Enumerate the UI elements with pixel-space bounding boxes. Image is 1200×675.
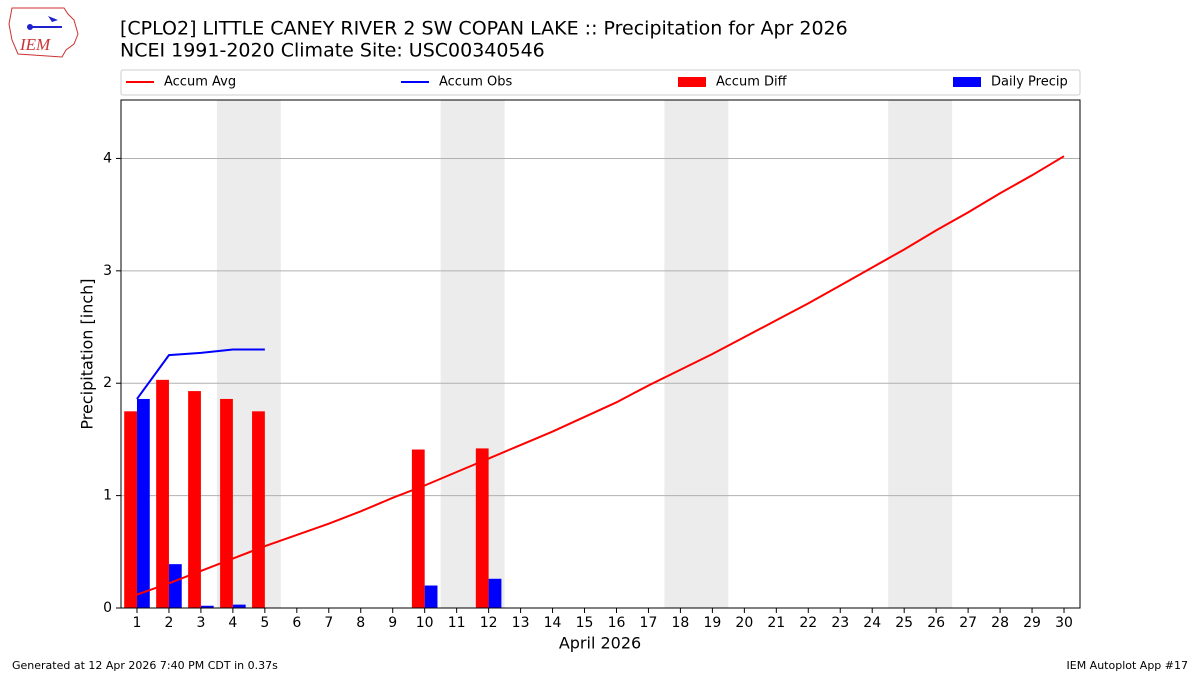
- logo-text: IEM: [19, 35, 51, 54]
- chart-title: [CPLO2] LITTLE CANEY RIVER 2 SW COPAN LA…: [120, 18, 848, 40]
- x-tick-label: 30: [1055, 615, 1073, 631]
- x-tick-label: 25: [895, 615, 913, 631]
- x-tick-label: 19: [703, 615, 721, 631]
- x-tick-label: 7: [324, 615, 333, 631]
- legend-label: Accum Obs: [439, 75, 512, 90]
- y-tick-label: 0: [103, 600, 112, 616]
- x-tick-label: 10: [416, 615, 434, 631]
- bar: [188, 391, 201, 608]
- footer-left: Generated at 12 Apr 2026 7:40 PM CDT in …: [12, 659, 278, 672]
- bar: [232, 604, 246, 608]
- line: [136, 348, 265, 400]
- x-tick-label: 8: [356, 615, 365, 631]
- x-tick-label: 13: [512, 615, 530, 631]
- footer-right: IEM Autoplot App #17: [1067, 659, 1189, 672]
- x-tick-label: 6: [292, 615, 301, 631]
- y-tick-label: 3: [103, 263, 112, 279]
- weekend-shade: [440, 100, 505, 608]
- x-tick-label: 16: [608, 615, 626, 631]
- x-tick-label: 17: [640, 615, 658, 631]
- x-axis-label: April 2026: [559, 634, 641, 653]
- x-tick-label: 9: [388, 615, 397, 631]
- x-tick-label: 4: [228, 615, 237, 631]
- weekend-shade: [888, 100, 953, 608]
- bar: [220, 398, 233, 608]
- x-tick-label: 3: [196, 615, 205, 631]
- x-tick-label: 27: [959, 615, 977, 631]
- bar: [475, 448, 489, 608]
- x-tick-label: 1: [133, 615, 142, 631]
- line: [136, 155, 1065, 596]
- x-tick-label: 24: [863, 615, 881, 631]
- weekend-shade: [664, 100, 729, 608]
- logo-outline: [8, 7, 79, 58]
- x-tick-label: 28: [991, 615, 1009, 631]
- x-tick-label: 12: [480, 615, 498, 631]
- legend-label: Daily Precip: [991, 75, 1068, 90]
- chart-subtitle: NCEI 1991-2020 Climate Site: USC00340546: [120, 40, 545, 62]
- x-tick-label: 21: [767, 615, 785, 631]
- x-tick-label: 5: [260, 615, 269, 631]
- legend-label: Accum Diff: [716, 75, 788, 90]
- x-tick-label: 23: [831, 615, 849, 631]
- y-tick-label: 1: [103, 488, 112, 504]
- x-tick-label: 15: [576, 615, 594, 631]
- bar: [488, 578, 502, 608]
- x-tick-label: 14: [544, 615, 562, 631]
- bar: [424, 585, 438, 608]
- x-tick-label: 26: [927, 615, 945, 631]
- bar: [200, 605, 214, 608]
- logo-icon: [48, 16, 58, 22]
- bar: [124, 411, 137, 608]
- logo: IEM: [8, 7, 79, 58]
- bar: [168, 564, 182, 608]
- x-tick-label: 20: [735, 615, 753, 631]
- x-tick-label: 29: [1023, 615, 1041, 631]
- x-tick-label: 11: [448, 615, 466, 631]
- y-tick-label: 4: [103, 150, 112, 166]
- y-tick-label: 2: [103, 375, 112, 391]
- x-tick-label: 2: [164, 615, 173, 631]
- bar: [136, 398, 150, 608]
- legend: [120, 69, 1081, 96]
- bar: [411, 449, 425, 608]
- legend-swatch: [678, 77, 706, 87]
- legend-swatch: [953, 77, 981, 87]
- bar: [156, 379, 169, 608]
- plot-frame: [120, 99, 1081, 609]
- y-axis-label: Precipitation [inch]: [78, 278, 97, 429]
- x-tick-label: 18: [672, 615, 690, 631]
- legend-label: Accum Avg: [164, 75, 236, 90]
- bar: [252, 411, 265, 608]
- x-tick-label: 22: [799, 615, 817, 631]
- logo-icon: [27, 24, 33, 30]
